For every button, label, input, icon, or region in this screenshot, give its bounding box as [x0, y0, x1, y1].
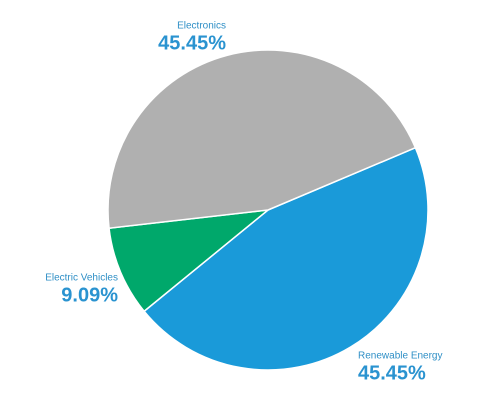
pie-slice	[108, 208, 271, 313]
slice-name: Renewable Energy	[358, 351, 443, 362]
slice-name: Electric Vehicles	[45, 273, 118, 284]
slice-value-label: 45.45%	[158, 32, 226, 54]
slice-value-label: 9.09%	[61, 284, 118, 306]
slice-name: Electronics	[177, 21, 226, 32]
pie-slice	[107, 49, 417, 230]
slice-value-label: 45.45%	[358, 362, 426, 384]
pie-slice	[143, 146, 429, 371]
